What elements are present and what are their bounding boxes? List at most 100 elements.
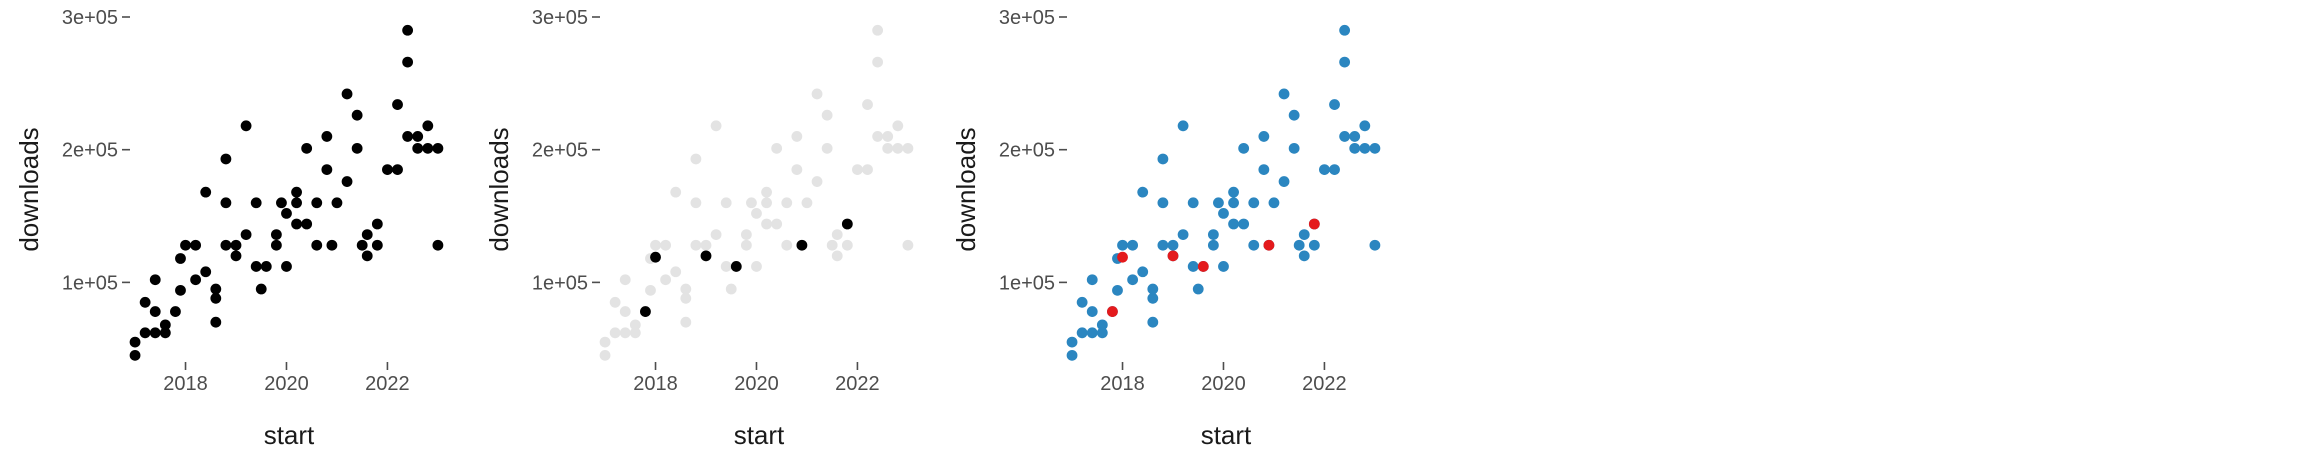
data-point <box>1228 197 1239 209</box>
data-point <box>371 218 383 230</box>
data-point <box>1228 218 1239 230</box>
data-point <box>660 239 672 251</box>
data-point <box>1349 131 1361 142</box>
data-point <box>311 197 323 209</box>
data-point <box>690 153 702 165</box>
x-tick-label: 2020 <box>734 373 779 395</box>
data-point <box>811 88 823 100</box>
data-point <box>1076 296 1088 308</box>
data-point <box>902 142 914 154</box>
data-point <box>1066 349 1078 361</box>
data-point <box>831 250 843 262</box>
data-point <box>831 229 843 241</box>
data-point <box>710 120 722 132</box>
data-point <box>270 229 282 241</box>
data-point <box>761 197 772 209</box>
data-point <box>1147 316 1159 328</box>
data-point <box>270 239 282 251</box>
data-point <box>1207 229 1219 241</box>
data-point <box>619 306 631 317</box>
data-point <box>1278 176 1290 187</box>
data-point <box>700 239 712 251</box>
data-point <box>1127 274 1139 286</box>
data-point <box>402 24 414 36</box>
y-axis-title: downloads <box>484 127 514 251</box>
data-point <box>1137 266 1149 278</box>
data-point <box>276 197 287 209</box>
data-point <box>1147 292 1159 304</box>
data-point <box>821 109 833 121</box>
data-point <box>321 164 333 175</box>
data-point <box>1076 327 1088 339</box>
data-point <box>210 316 222 328</box>
data-point <box>619 327 631 339</box>
y-axis-title: downloads <box>951 127 981 251</box>
data-point <box>1369 239 1381 251</box>
data-point <box>432 239 444 251</box>
data-point <box>351 142 363 154</box>
data-point <box>1167 239 1179 251</box>
data-point <box>291 197 302 209</box>
x-tick-label: 2022 <box>365 373 410 395</box>
y-tick-label: 3e+05 <box>62 7 118 29</box>
data-point <box>1157 197 1169 209</box>
data-point <box>1238 218 1250 230</box>
data-point <box>311 239 323 251</box>
x-axis-title: start <box>264 420 315 450</box>
x-tick-label: 2022 <box>835 373 880 395</box>
data-point <box>1086 274 1098 286</box>
data-point <box>371 239 383 251</box>
data-point <box>149 306 161 317</box>
data-point <box>170 306 181 317</box>
data-point <box>862 164 873 175</box>
data-point <box>821 142 833 154</box>
y-tick-label: 3e+05 <box>999 7 1055 29</box>
data-point <box>746 197 757 209</box>
data-point <box>321 131 333 142</box>
y-tick-label: 3e+05 <box>532 7 588 29</box>
data-point <box>1187 197 1199 209</box>
data-point <box>281 207 292 219</box>
data-point <box>892 120 904 132</box>
highlight-point <box>1107 306 1118 317</box>
data-point <box>180 239 191 251</box>
data-point <box>1218 207 1229 219</box>
data-point <box>255 283 267 295</box>
y-tick-label: 2e+05 <box>62 140 118 162</box>
data-point <box>740 239 752 251</box>
data-point <box>190 274 202 286</box>
chart-panel-3: 1e+05 2e+05 3e+05 2018 2020 2022 start download… <box>951 7 1381 450</box>
highlight-point <box>796 239 808 251</box>
data-point <box>710 229 722 241</box>
data-point <box>882 131 894 142</box>
data-point <box>341 88 353 100</box>
data-point <box>1066 336 1078 348</box>
data-point <box>422 120 434 132</box>
data-point <box>412 142 424 154</box>
data-point <box>619 274 631 286</box>
data-point <box>250 197 262 209</box>
highlight-point <box>730 261 742 272</box>
data-point <box>361 250 373 262</box>
data-point <box>1268 197 1280 209</box>
data-point <box>609 296 621 308</box>
data-point <box>291 218 302 230</box>
data-point <box>326 239 338 251</box>
data-point <box>680 283 692 295</box>
x-tick-label: 2020 <box>264 373 309 395</box>
data-point <box>781 197 793 209</box>
data-point <box>210 292 222 304</box>
data-point <box>240 229 252 241</box>
data-point <box>1238 142 1250 154</box>
data-point <box>645 284 656 296</box>
data-point <box>402 131 414 142</box>
data-point <box>1258 164 1270 175</box>
data-point <box>1177 120 1189 132</box>
data-point <box>1359 142 1371 154</box>
data-point <box>1147 283 1159 295</box>
data-point <box>801 197 813 209</box>
data-point <box>139 296 151 308</box>
data-point <box>650 239 661 251</box>
data-point <box>356 239 368 251</box>
data-point <box>1192 283 1204 295</box>
